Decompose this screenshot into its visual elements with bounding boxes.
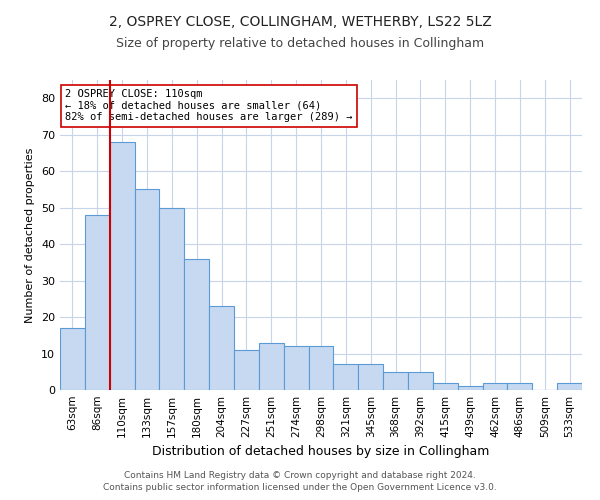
Bar xyxy=(482,382,508,390)
Text: 2 OSPREY CLOSE: 110sqm
← 18% of detached houses are smaller (64)
82% of semi-det: 2 OSPREY CLOSE: 110sqm ← 18% of detached… xyxy=(65,90,353,122)
Bar xyxy=(408,372,433,390)
Bar xyxy=(259,342,284,390)
Bar xyxy=(358,364,383,390)
Bar xyxy=(383,372,408,390)
Text: Contains HM Land Registry data © Crown copyright and database right 2024.: Contains HM Land Registry data © Crown c… xyxy=(124,471,476,480)
Bar xyxy=(458,386,482,390)
Bar xyxy=(433,382,458,390)
Bar xyxy=(134,190,160,390)
Bar xyxy=(508,382,532,390)
Bar xyxy=(557,382,582,390)
Bar xyxy=(209,306,234,390)
Bar xyxy=(308,346,334,390)
Bar xyxy=(234,350,259,390)
Bar xyxy=(284,346,308,390)
X-axis label: Distribution of detached houses by size in Collingham: Distribution of detached houses by size … xyxy=(152,446,490,458)
Bar xyxy=(334,364,358,390)
Text: Contains public sector information licensed under the Open Government Licence v3: Contains public sector information licen… xyxy=(103,484,497,492)
Bar xyxy=(110,142,134,390)
Bar xyxy=(184,258,209,390)
Bar xyxy=(85,215,110,390)
Bar xyxy=(60,328,85,390)
Text: Size of property relative to detached houses in Collingham: Size of property relative to detached ho… xyxy=(116,38,484,51)
Text: 2, OSPREY CLOSE, COLLINGHAM, WETHERBY, LS22 5LZ: 2, OSPREY CLOSE, COLLINGHAM, WETHERBY, L… xyxy=(109,15,491,29)
Bar xyxy=(160,208,184,390)
Y-axis label: Number of detached properties: Number of detached properties xyxy=(25,148,35,322)
